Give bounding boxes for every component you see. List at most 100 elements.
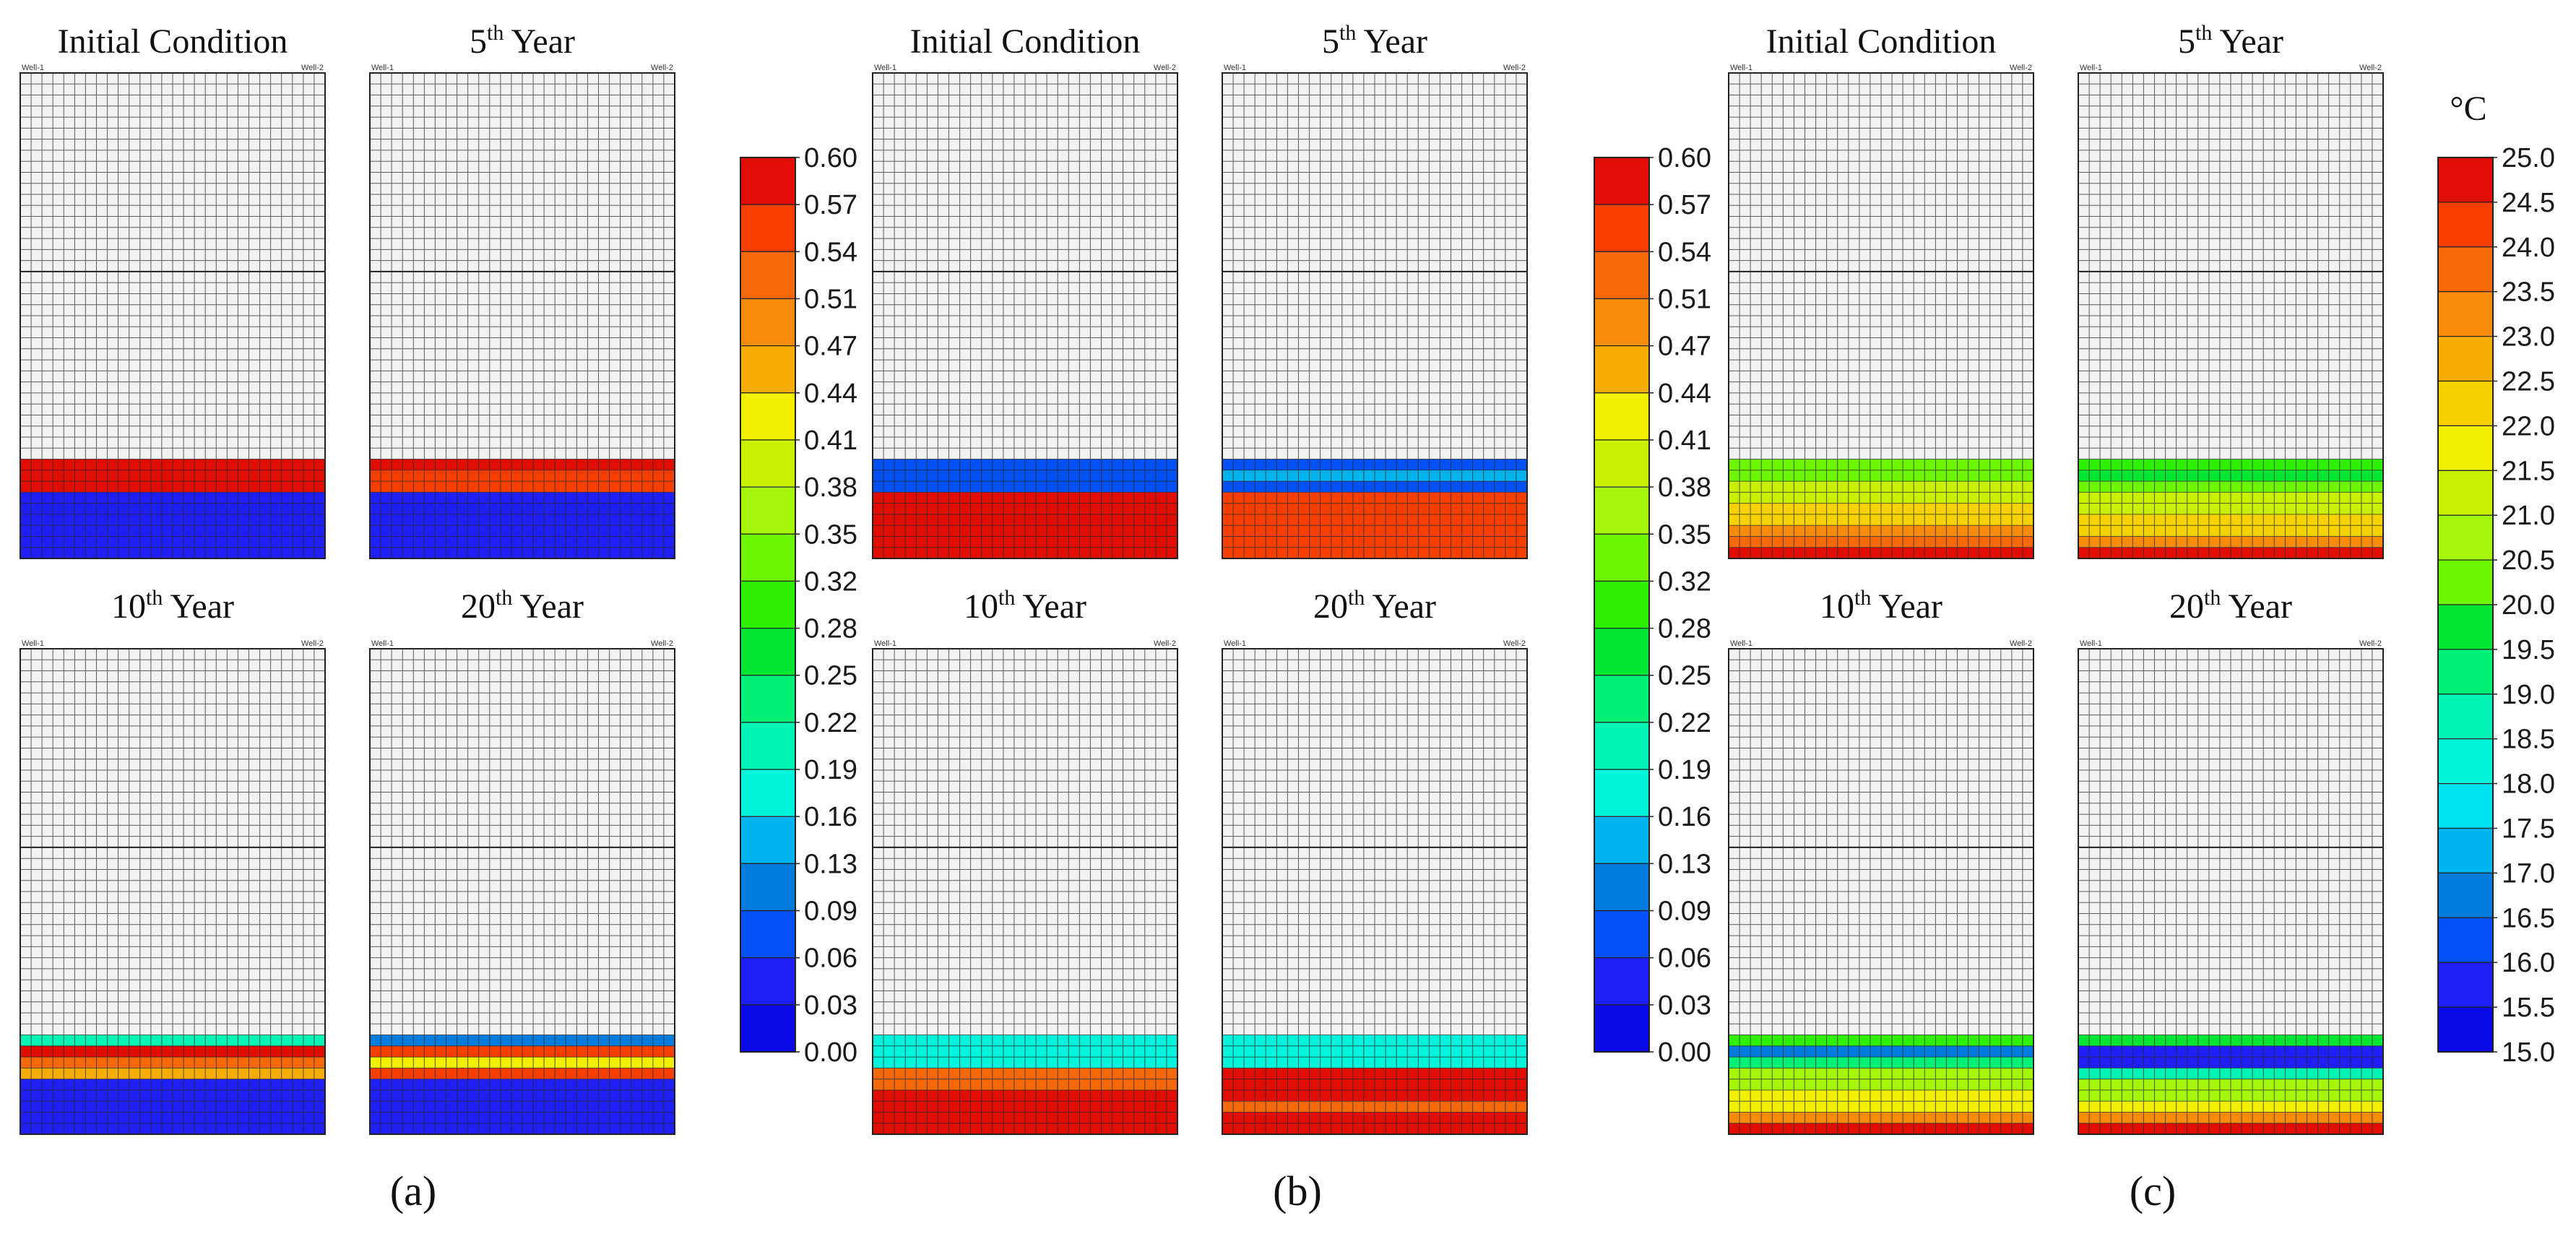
colorbar-segment xyxy=(2437,514,2494,561)
colorbar-segment xyxy=(740,486,796,535)
heatmap-panel: 5th Year Well-1 Well-2 xyxy=(369,21,675,559)
colorbar-segment xyxy=(1594,486,1650,535)
colorbar-tick-label: 0.32 xyxy=(1658,566,1711,597)
colorbar: 25.0 24.5 24.0 23.5 23.0 22.5 22.0 21.5 21.0 20.5… xyxy=(2437,90,2555,1068)
colorbar-tick-label: 0.47 xyxy=(804,332,857,362)
colorbar-tick-label: 0.44 xyxy=(804,379,857,409)
panel-title: 20th Year xyxy=(2169,586,2292,626)
colorbar-tick-label: 0.28 xyxy=(804,614,857,644)
colorbar-segment xyxy=(2437,604,2494,650)
colorbar-tick-label: 21.0 xyxy=(2502,501,2555,531)
panel-border xyxy=(1222,72,1528,559)
colorbar-segment xyxy=(2437,1006,2494,1053)
panel-title: 5th Year xyxy=(470,21,575,61)
colorbar-tick-label: 0.25 xyxy=(1658,661,1711,691)
colorbar-tick-label: 15.5 xyxy=(2502,993,2555,1023)
well-label: Well-2 xyxy=(301,64,324,72)
colorbar-segment xyxy=(1594,1004,1650,1053)
colorbar-segment xyxy=(740,722,796,770)
well-label: Well-2 xyxy=(2359,64,2382,72)
colorbar-tick-label: 18.0 xyxy=(2502,769,2555,800)
heatmap-panel: 20th Year Well-1 Well-2 xyxy=(1222,586,1528,1135)
colorbar-tick-label: 0.13 xyxy=(804,849,857,879)
colorbar-segment xyxy=(740,345,796,394)
well-label: Well-1 xyxy=(22,639,44,648)
colorbar-segment xyxy=(740,392,796,441)
colorbar-segment xyxy=(740,863,796,912)
colorbar-segment xyxy=(2437,738,2494,785)
colorbar-tick-label: 0.00 xyxy=(1658,1037,1711,1068)
well-label: Well-2 xyxy=(1154,639,1176,648)
colorbar-segment xyxy=(740,1004,796,1053)
well-label: Well-1 xyxy=(371,639,394,648)
panel-title: Initial Condition xyxy=(58,22,288,61)
colorbar-tick-label: 0.54 xyxy=(804,237,857,267)
well-label: Well-2 xyxy=(301,639,324,648)
colorbar-segment xyxy=(2437,694,2494,740)
colorbar-segment xyxy=(1594,392,1650,441)
colorbar-segment xyxy=(2437,827,2494,874)
well-label: Well-1 xyxy=(1224,64,1246,72)
colorbar-tick-label: 0.22 xyxy=(804,708,857,738)
heatmap-panel: 10th Year Well-1 Well-2 xyxy=(1728,586,2034,1135)
panel-title: Initial Condition xyxy=(910,22,1141,61)
colorbar-segment xyxy=(2437,470,2494,516)
well-label: Well-2 xyxy=(2359,639,2382,648)
colorbar-tick-label: 0.06 xyxy=(1658,944,1711,974)
panel-border xyxy=(1728,72,2034,559)
colorbar-tick-label: 0.51 xyxy=(1658,284,1711,314)
colorbar-tick-label: 23.0 xyxy=(2502,322,2555,353)
colorbar-tick-label: 0.13 xyxy=(1658,849,1711,879)
colorbar-segment xyxy=(740,769,796,817)
colorbar-tick-label: 0.00 xyxy=(804,1037,857,1068)
colorbar-tick-label: 0.19 xyxy=(1658,755,1711,785)
colorbar-tick-label: 20.0 xyxy=(2502,590,2555,621)
colorbar-tick-label: 17.0 xyxy=(2502,858,2555,889)
well-label: Well-2 xyxy=(2010,639,2032,648)
well-label: Well-1 xyxy=(1730,64,1752,72)
well-label: Well-2 xyxy=(2010,64,2032,72)
colorbar-segment xyxy=(1594,816,1650,864)
colorbar-tick-label: 21.5 xyxy=(2502,456,2555,486)
colorbar-tick-label: 0.38 xyxy=(804,472,857,503)
colorbar-segment xyxy=(1594,580,1650,629)
colorbar-tick-label: 0.57 xyxy=(1658,190,1711,220)
well-label: Well-1 xyxy=(874,639,896,648)
colorbar-segment xyxy=(1594,863,1650,912)
colorbar-tick-label: 15.0 xyxy=(2502,1037,2555,1068)
colorbar-segment xyxy=(2437,380,2494,427)
heatmap-panel: Initial Condition Well-1 Well-2 xyxy=(872,22,1178,559)
heatmap-panel: 20th Year Well-1 Well-2 xyxy=(369,586,675,1135)
colorbar-unit: °C xyxy=(2450,90,2486,128)
panel-border xyxy=(369,648,675,1135)
heatmap-panel: 10th Year Well-1 Well-2 xyxy=(20,586,326,1135)
heatmap-panel: 5th Year Well-1 Well-2 xyxy=(1222,21,1528,559)
colorbar-tick-label: 0.41 xyxy=(1658,426,1711,456)
colorbar-tick-label: 0.35 xyxy=(804,519,857,550)
well-label: Well-1 xyxy=(2080,64,2102,72)
colorbar-segment xyxy=(2437,336,2494,382)
colorbar-border xyxy=(1594,157,1650,1053)
colorbar-segment xyxy=(1594,627,1650,676)
colorbar-segment xyxy=(2437,157,2494,203)
well-label: Well-2 xyxy=(1154,64,1176,72)
colorbar: 0.60 0.57 0.54 0.51 0.47 0.44 0.41 0.38 0.35 0.32… xyxy=(1594,143,1711,1068)
colorbar-tick-label: 0.60 xyxy=(804,143,857,173)
colorbar-segment xyxy=(2437,202,2494,248)
colorbar-tick-label: 24.0 xyxy=(2502,233,2555,263)
colorbar-segment xyxy=(740,157,796,205)
well-label: Well-1 xyxy=(874,64,896,72)
panel-border xyxy=(1222,648,1528,1135)
colorbar-tick-label: 0.28 xyxy=(1658,614,1711,644)
panel-title: Initial Condition xyxy=(1766,22,1997,61)
panel-border xyxy=(872,648,1178,1135)
colorbar-tick-label: 0.51 xyxy=(804,284,857,314)
heatmap-panel: Initial Condition Well-1 Well-2 xyxy=(1728,22,2034,559)
panel-title: 10th Year xyxy=(111,586,234,626)
colorbar-tick-label: 0.22 xyxy=(1658,708,1711,738)
well-label: Well-1 xyxy=(1730,639,1752,648)
panel-border xyxy=(2078,72,2384,559)
colorbar-tick-label: 0.06 xyxy=(804,944,857,974)
colorbar-segment xyxy=(1594,204,1650,252)
colorbar-tick-label: 16.0 xyxy=(2502,948,2555,978)
